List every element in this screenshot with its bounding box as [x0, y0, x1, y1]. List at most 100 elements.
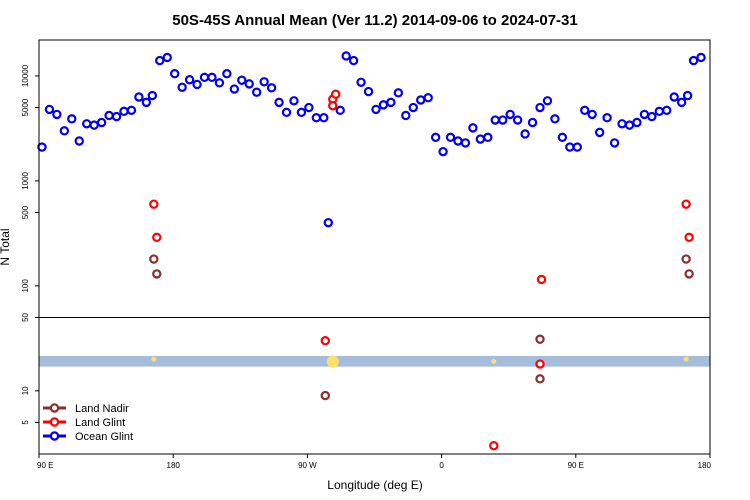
highlight-point: [151, 356, 157, 362]
data-point: [565, 142, 575, 152]
x-axis-label: Longitude (deg E): [327, 478, 422, 492]
data-point: [453, 136, 463, 146]
data-point: [155, 55, 165, 66]
data-point: [602, 113, 612, 123]
data-point: [37, 142, 47, 152]
y-tick-label: 1000: [21, 171, 30, 189]
data-point: [152, 232, 162, 243]
data-point: [207, 72, 217, 83]
y-axis: 5 10 50 100 500 1000 5000 10000: [21, 64, 39, 425]
legend-marker: [49, 417, 60, 427]
data-point: [229, 84, 240, 94]
data-point: [363, 86, 374, 97]
data-point: [684, 232, 694, 243]
data-point: [535, 334, 545, 344]
data-point: [341, 51, 351, 61]
data-point: [681, 254, 691, 264]
data-point: [512, 115, 523, 125]
data-point: [624, 120, 635, 130]
data-point: [152, 269, 162, 279]
data-point: [52, 109, 62, 120]
data-point: [535, 102, 545, 113]
data-point: [335, 105, 345, 116]
y-axis-label: N Total: [0, 228, 12, 265]
data-point: [475, 134, 486, 144]
data-point: [505, 109, 515, 120]
data-point: [445, 132, 456, 143]
data-point: [192, 79, 202, 90]
data-point: [430, 132, 441, 143]
data-point: [259, 77, 269, 87]
data-point: [184, 75, 195, 85]
data-point: [520, 129, 530, 139]
data-point: [654, 106, 665, 117]
data-point: [199, 72, 210, 83]
data-point: [252, 87, 262, 97]
highlight-markers-layer: [151, 355, 689, 368]
data-point: [44, 104, 55, 115]
legend-marker: [49, 403, 60, 413]
data-point: [378, 100, 389, 110]
legend-label: Ocean Glint: [75, 431, 133, 443]
data-point: [177, 82, 187, 92]
threshold-band: [39, 355, 710, 367]
data-point: [126, 105, 137, 116]
y-tick-label: 5: [21, 420, 30, 425]
data-point: [328, 101, 338, 111]
data-point: [149, 199, 159, 209]
data-point: [401, 110, 411, 121]
y-tick-label: 50: [21, 312, 30, 321]
y-tick-label: 10: [21, 386, 30, 395]
data-point: [408, 102, 418, 113]
data-point: [348, 55, 359, 66]
data-point: [169, 69, 180, 79]
data-point: [96, 117, 107, 128]
data-point: [289, 96, 299, 106]
data-point: [468, 123, 478, 133]
data-point: [557, 132, 568, 143]
data-point: [119, 106, 129, 117]
data-point: [684, 269, 694, 279]
data-point: [587, 109, 597, 120]
data-point: [89, 120, 99, 130]
data-point: [59, 126, 70, 136]
x-tick-label: 90 E: [37, 461, 53, 470]
data-point: [594, 127, 605, 138]
y-tick-label: 10000: [21, 64, 30, 87]
data-point: [535, 374, 545, 384]
highlight-point: [683, 356, 689, 362]
y-tick-label: 5000: [21, 98, 30, 116]
data-point: [536, 274, 547, 285]
data-point: [319, 113, 329, 123]
data-point: [74, 136, 84, 146]
legend: Land Nadir Land Glint Ocean Glint: [43, 403, 133, 443]
legend-label: Land Nadir: [75, 403, 129, 415]
data-point: [141, 97, 152, 108]
data-point: [572, 142, 582, 152]
data-point: [67, 114, 77, 124]
data-point: [682, 90, 693, 101]
data-point: [244, 79, 254, 89]
data-point: [617, 119, 627, 129]
data-point: [149, 254, 159, 264]
x-tick-label: 0: [439, 461, 444, 470]
data-points-layer: [37, 51, 706, 451]
data-point: [647, 111, 657, 122]
data-point: [222, 69, 232, 79]
x-tick-label: 180: [167, 461, 181, 470]
data-point: [489, 440, 499, 451]
data-point: [416, 95, 426, 105]
data-point: [490, 115, 500, 125]
data-point: [662, 105, 672, 116]
data-point: [676, 97, 687, 108]
plot-frame: [38, 39, 711, 455]
data-point: [237, 75, 247, 85]
data-point: [296, 107, 307, 118]
x-tick-label: 90 E: [568, 461, 584, 470]
highlight-point: [491, 359, 497, 365]
x-tick-label: 90 W: [298, 461, 317, 470]
y-tick-label: 500: [21, 205, 30, 219]
data-point: [323, 217, 333, 228]
data-point: [356, 77, 366, 87]
